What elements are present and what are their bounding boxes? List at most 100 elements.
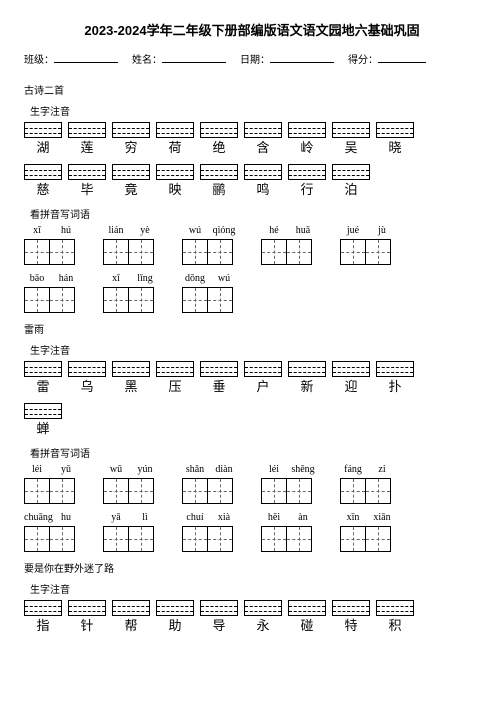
word-row: xīhúliányèwúqiónghéhuājuéjù bbox=[24, 225, 480, 265]
pinyin-writing-box[interactable] bbox=[200, 600, 238, 616]
pinyin-writing-box[interactable] bbox=[376, 600, 414, 616]
tianzige-box[interactable] bbox=[103, 239, 129, 265]
tianzige-box[interactable] bbox=[24, 239, 50, 265]
tianzige-box[interactable] bbox=[128, 526, 154, 552]
tianzige-box[interactable] bbox=[128, 287, 154, 313]
pinyin-writing-box[interactable] bbox=[332, 600, 370, 616]
pinyin-writing-box[interactable] bbox=[200, 122, 238, 138]
pinyin-writing-box[interactable] bbox=[156, 164, 194, 180]
tianzige-box[interactable] bbox=[182, 526, 208, 552]
pinyin-writing-box[interactable] bbox=[68, 164, 106, 180]
tianzige-box[interactable] bbox=[49, 478, 75, 504]
word-pinyin: chuānghu bbox=[24, 512, 79, 524]
char-row: 湖莲穷荷绝含岭吴晓 bbox=[24, 122, 480, 158]
tianzige-box[interactable] bbox=[286, 478, 312, 504]
pinyin-writing-box[interactable] bbox=[244, 122, 282, 138]
tianzige-box[interactable] bbox=[103, 478, 129, 504]
pinyin-writing-box[interactable] bbox=[288, 122, 326, 138]
tianzige-box[interactable] bbox=[365, 239, 391, 265]
tianzige-box[interactable] bbox=[182, 239, 208, 265]
tianzige-box[interactable] bbox=[207, 526, 233, 552]
pinyin-writing-box[interactable] bbox=[112, 164, 150, 180]
tianzige-box[interactable] bbox=[340, 239, 366, 265]
pinyin-writing-box[interactable] bbox=[112, 600, 150, 616]
tianzige-box[interactable] bbox=[182, 478, 208, 504]
hanzi-char: 新 bbox=[288, 377, 326, 397]
tianzige-box[interactable] bbox=[103, 526, 129, 552]
score-blank[interactable] bbox=[378, 51, 426, 63]
pinyin-writing-box[interactable] bbox=[244, 361, 282, 377]
word-item: xīhú bbox=[24, 225, 79, 265]
tianzige-box[interactable] bbox=[286, 526, 312, 552]
pinyin-writing-box[interactable] bbox=[244, 164, 282, 180]
tianzige-box[interactable] bbox=[128, 239, 154, 265]
pinyin-syllable: xiān bbox=[369, 512, 395, 524]
tianzige-box[interactable] bbox=[24, 478, 50, 504]
pinyin-writing-box[interactable] bbox=[288, 164, 326, 180]
tianzige-box[interactable] bbox=[340, 478, 366, 504]
class-blank[interactable] bbox=[54, 51, 118, 63]
word-pinyin: léiyǔ bbox=[24, 464, 79, 476]
pinyin-writing-box[interactable] bbox=[332, 361, 370, 377]
word-boxes bbox=[24, 239, 79, 265]
pinyin-writing-box[interactable] bbox=[200, 164, 238, 180]
char-cell: 乌 bbox=[68, 361, 106, 397]
pinyin-writing-box[interactable] bbox=[200, 361, 238, 377]
name-blank[interactable] bbox=[162, 51, 226, 63]
hanzi-char: 积 bbox=[376, 616, 414, 636]
pinyin-writing-box[interactable] bbox=[156, 122, 194, 138]
word-boxes bbox=[103, 239, 158, 265]
tianzige-box[interactable] bbox=[261, 526, 287, 552]
tianzige-box[interactable] bbox=[365, 526, 391, 552]
char-row: 蝉 bbox=[24, 403, 480, 439]
pinyin-writing-box[interactable] bbox=[24, 122, 62, 138]
tianzige-box[interactable] bbox=[24, 287, 50, 313]
hanzi-char: 含 bbox=[244, 138, 282, 158]
pinyin-writing-box[interactable] bbox=[68, 361, 106, 377]
pinyin-writing-box[interactable] bbox=[68, 122, 106, 138]
tianzige-box[interactable] bbox=[49, 287, 75, 313]
hanzi-char: 户 bbox=[244, 377, 282, 397]
tianzige-box[interactable] bbox=[182, 287, 208, 313]
pinyin-writing-box[interactable] bbox=[156, 361, 194, 377]
pinyin-writing-box[interactable] bbox=[112, 361, 150, 377]
char-cell: 针 bbox=[68, 600, 106, 636]
tianzige-box[interactable] bbox=[49, 239, 75, 265]
tianzige-box[interactable] bbox=[207, 478, 233, 504]
tianzige-box[interactable] bbox=[207, 239, 233, 265]
pinyin-writing-box[interactable] bbox=[156, 600, 194, 616]
pinyin-writing-box[interactable] bbox=[376, 361, 414, 377]
tianzige-box[interactable] bbox=[286, 239, 312, 265]
word-item: juéjù bbox=[340, 225, 395, 265]
tianzige-box[interactable] bbox=[261, 239, 287, 265]
tianzige-box[interactable] bbox=[24, 526, 50, 552]
name-label: 姓名： bbox=[132, 51, 162, 66]
pinyin-writing-box[interactable] bbox=[24, 600, 62, 616]
pinyin-writing-box[interactable] bbox=[244, 600, 282, 616]
word-item: shǎndiàn bbox=[182, 464, 237, 504]
tianzige-box[interactable] bbox=[128, 478, 154, 504]
tianzige-box[interactable] bbox=[207, 287, 233, 313]
tianzige-box[interactable] bbox=[340, 526, 366, 552]
hanzi-char: 帮 bbox=[112, 616, 150, 636]
pinyin-writing-box[interactable] bbox=[288, 361, 326, 377]
date-blank[interactable] bbox=[270, 51, 334, 63]
char-cell: 雷 bbox=[24, 361, 62, 397]
pinyin-writing-box[interactable] bbox=[24, 403, 62, 419]
pinyin-writing-box[interactable] bbox=[332, 164, 370, 180]
hanzi-char: 湖 bbox=[24, 138, 62, 158]
pinyin-writing-box[interactable] bbox=[112, 122, 150, 138]
pinyin-writing-box[interactable] bbox=[376, 122, 414, 138]
tianzige-box[interactable] bbox=[49, 526, 75, 552]
char-cell: 映 bbox=[156, 164, 194, 200]
char-cell: 积 bbox=[376, 600, 414, 636]
tianzige-box[interactable] bbox=[103, 287, 129, 313]
pinyin-writing-box[interactable] bbox=[24, 361, 62, 377]
pinyin-writing-box[interactable] bbox=[24, 164, 62, 180]
tianzige-box[interactable] bbox=[261, 478, 287, 504]
pinyin-writing-box[interactable] bbox=[68, 600, 106, 616]
word-boxes bbox=[182, 239, 237, 265]
pinyin-writing-box[interactable] bbox=[288, 600, 326, 616]
tianzige-box[interactable] bbox=[365, 478, 391, 504]
pinyin-writing-box[interactable] bbox=[332, 122, 370, 138]
